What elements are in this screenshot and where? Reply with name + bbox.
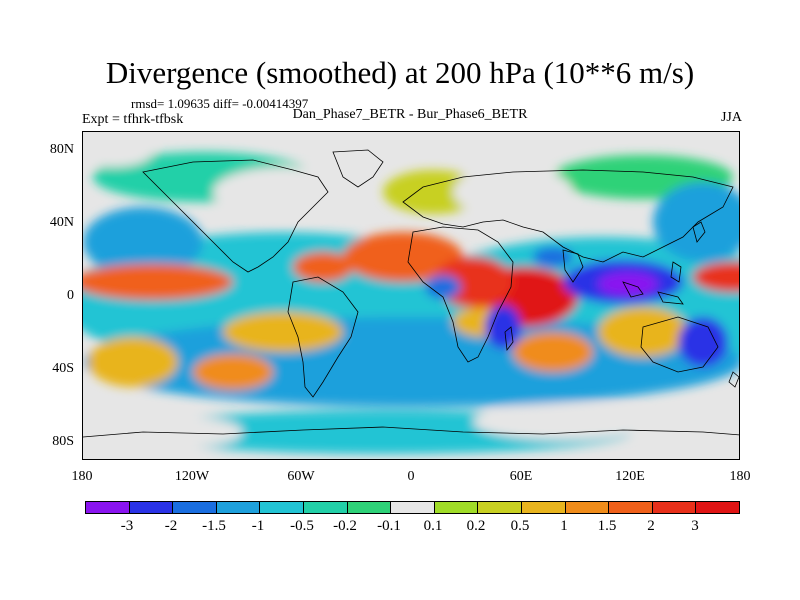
colorbar bbox=[85, 501, 740, 514]
experiment-label: Expt = tfhrk-tfbsk bbox=[82, 112, 184, 127]
colorbar-swatch bbox=[86, 502, 130, 513]
lat-label-eq: 0 bbox=[67, 288, 74, 303]
colorbar-swatch bbox=[434, 502, 479, 513]
colorbar-swatch bbox=[216, 502, 261, 513]
colorbar-swatch bbox=[391, 502, 435, 513]
colorbar-label: -0.5 bbox=[290, 518, 314, 534]
colorbar-swatch bbox=[521, 502, 566, 513]
continent-outlines bbox=[83, 149, 739, 438]
colorbar-label: -2 bbox=[164, 518, 178, 534]
stats-text: rmsd= 1.09635 diff= -0.00414397 bbox=[131, 96, 309, 111]
colorbar-label: 3 bbox=[691, 518, 699, 534]
colorbar-label: -1.5 bbox=[202, 518, 226, 534]
lon-label-180e: 180 bbox=[729, 469, 751, 484]
colorbar-label: 1.5 bbox=[597, 518, 617, 534]
colorbar-label: -0.1 bbox=[377, 518, 401, 534]
colorbar-swatch bbox=[565, 502, 610, 513]
colorbar-swatch bbox=[696, 502, 739, 513]
colorbar-swatch bbox=[129, 502, 174, 513]
colorbar-swatch bbox=[478, 502, 522, 513]
colorbar-swatch bbox=[260, 502, 304, 513]
map-svg bbox=[83, 132, 739, 459]
season-label: JJA bbox=[720, 110, 742, 125]
colorbar-swatch bbox=[609, 502, 653, 513]
lon-label-120w: 120W bbox=[174, 469, 210, 484]
colorbar-label: 2 bbox=[647, 518, 655, 534]
divergence-map bbox=[82, 131, 740, 460]
lon-label-120e: 120E bbox=[615, 469, 645, 484]
divergence-field bbox=[83, 137, 739, 454]
colorbar-swatch bbox=[652, 502, 697, 513]
colorbar-swatch bbox=[173, 502, 217, 513]
lon-label-60w: 60W bbox=[287, 469, 315, 484]
lon-label-0: 0 bbox=[407, 469, 415, 484]
colorbar-label: 0.1 bbox=[423, 518, 443, 534]
colorbar-label: 1 bbox=[560, 518, 568, 534]
colorbar-label: 0.5 bbox=[510, 518, 530, 534]
lon-label-180w: 180 bbox=[71, 469, 93, 484]
lon-label-60e: 60E bbox=[509, 469, 533, 484]
colorbar-label: -3 bbox=[120, 518, 134, 534]
lat-label-80n: 80N bbox=[49, 142, 74, 157]
lat-label-40s: 40S bbox=[52, 361, 74, 376]
lat-label-40n: 40N bbox=[49, 215, 74, 230]
colorbar-label: -0.2 bbox=[333, 518, 357, 534]
lat-label-80s: 80S bbox=[52, 434, 74, 449]
subtitle: Dan_Phase7_BETR - Bur_Phase6_BETR bbox=[292, 107, 528, 122]
colorbar-swatch bbox=[303, 502, 348, 513]
colorbar-swatch bbox=[347, 502, 392, 513]
map-title: Divergence (smoothed) at 200 hPa (10**6 … bbox=[105, 55, 695, 90]
colorbar-label: -1 bbox=[251, 518, 265, 534]
colorbar-label: 0.2 bbox=[466, 518, 486, 534]
